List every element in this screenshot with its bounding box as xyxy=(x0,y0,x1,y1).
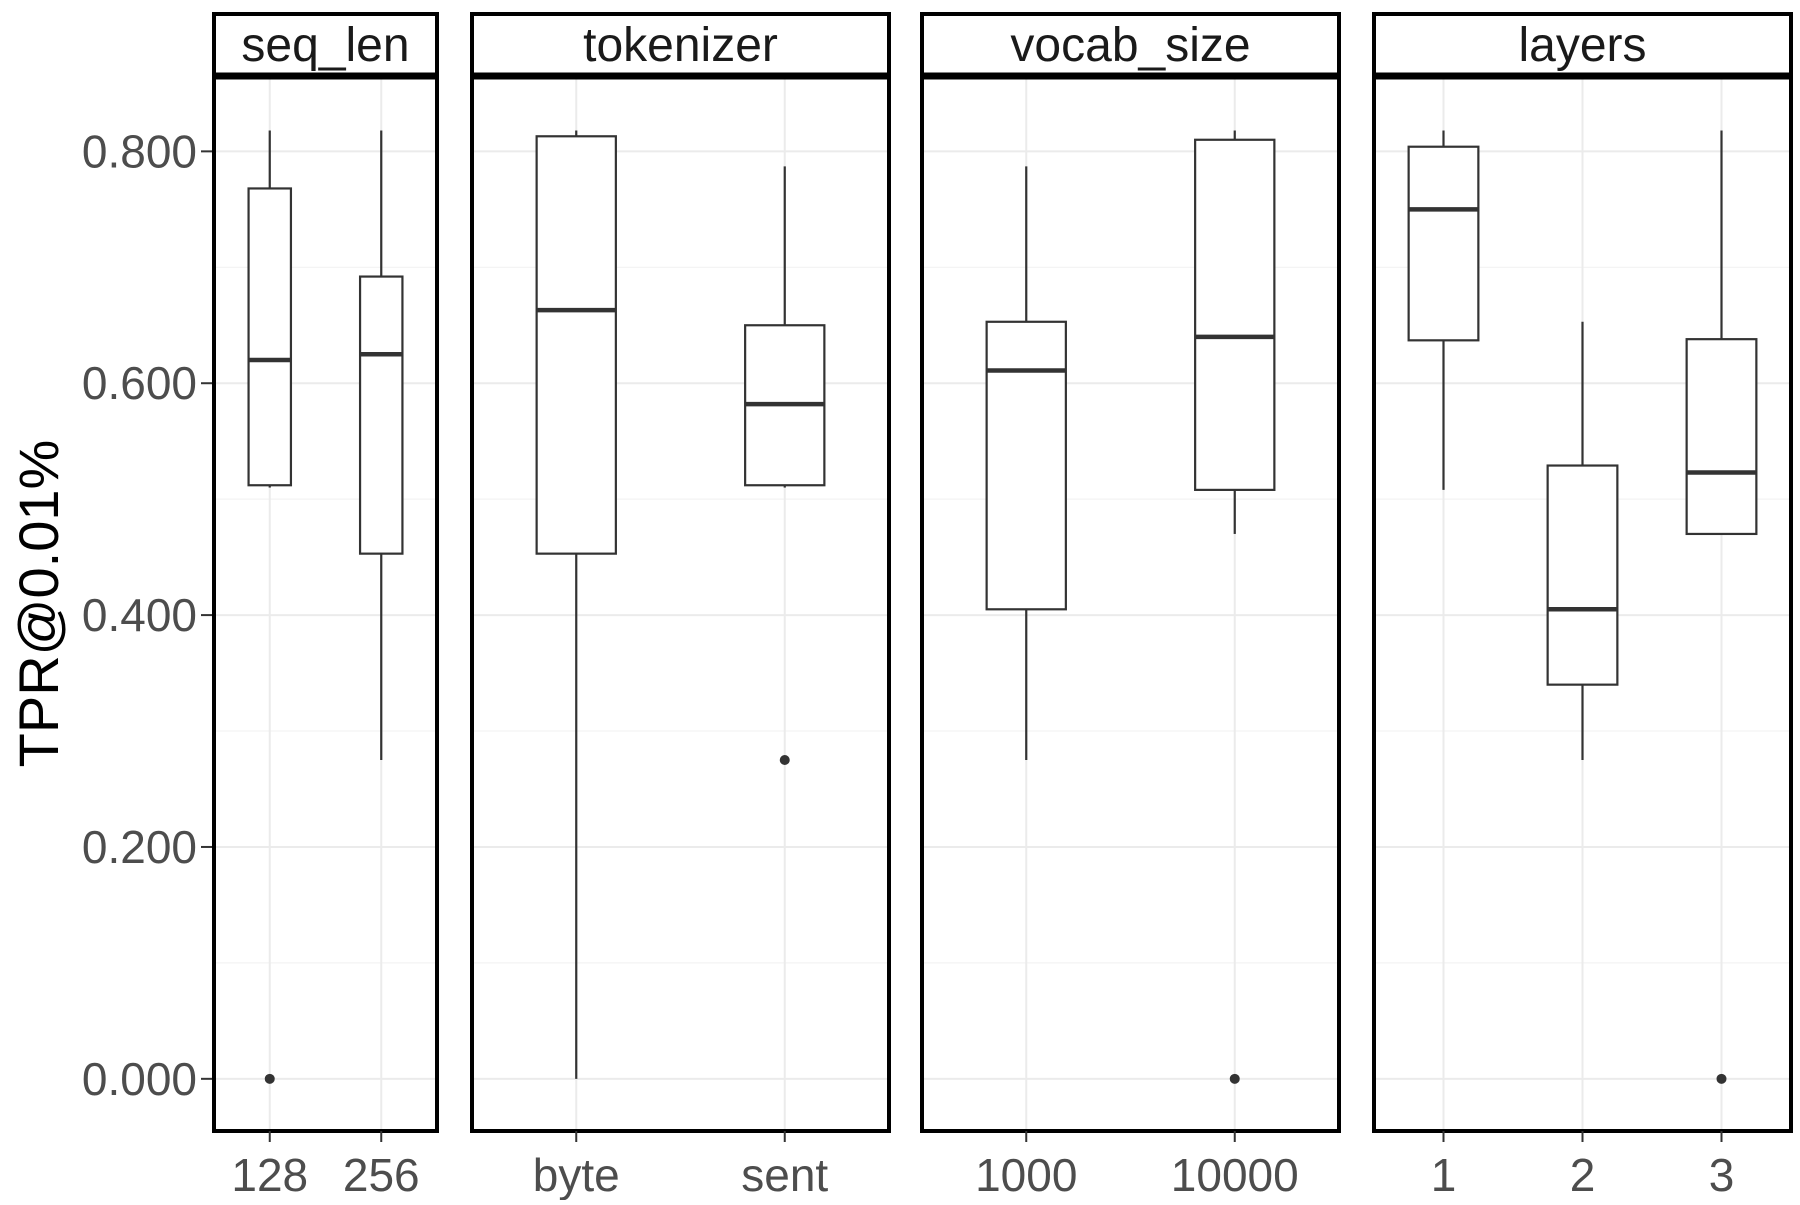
facet-strip-label: layers xyxy=(1518,19,1646,72)
y-tick-label: 0.200 xyxy=(82,821,197,873)
y-tick-label: 0.000 xyxy=(82,1053,197,1105)
outlier-point xyxy=(1716,1073,1727,1084)
box-iqr xyxy=(1546,464,1619,686)
box-iqr xyxy=(535,135,617,555)
y-tick-label: 0.800 xyxy=(82,125,197,177)
y-tick-label: 0.600 xyxy=(82,357,197,409)
x-tick-label: 256 xyxy=(343,1149,420,1200)
outlier-point xyxy=(264,1073,275,1084)
x-tick-label: 2 xyxy=(1570,1149,1596,1200)
x-tick-label: byte xyxy=(533,1149,620,1200)
box-iqr xyxy=(247,187,293,487)
facet-strip xyxy=(470,12,891,78)
panel-border xyxy=(212,74,439,1133)
x-tick-label: 1000 xyxy=(975,1149,1077,1200)
panel-border xyxy=(920,74,1341,1133)
y-axis-title: TPR@0.01% xyxy=(7,440,70,768)
x-tick-label: 3 xyxy=(1709,1149,1735,1200)
facet-strip xyxy=(1372,12,1793,78)
x-tick-label: 128 xyxy=(231,1149,308,1200)
box-iqr xyxy=(358,275,404,555)
x-tick-label: 1 xyxy=(1431,1149,1457,1200)
outlier-point xyxy=(779,755,790,766)
outlier-point xyxy=(1229,1073,1240,1084)
box-iqr xyxy=(1685,338,1758,536)
facet-strip-label: seq_len xyxy=(241,19,409,72)
x-tick-label: sent xyxy=(741,1149,828,1200)
box-iqr xyxy=(1407,145,1480,342)
y-tick-label: 0.400 xyxy=(82,589,197,641)
x-tick-label: 10000 xyxy=(1171,1149,1299,1200)
facet-strip-label: tokenizer xyxy=(583,19,778,72)
box-iqr xyxy=(985,320,1067,611)
box-iqr xyxy=(1194,138,1276,491)
panel-border xyxy=(470,74,891,1133)
facet-strip-label: vocab_size xyxy=(1010,19,1250,72)
